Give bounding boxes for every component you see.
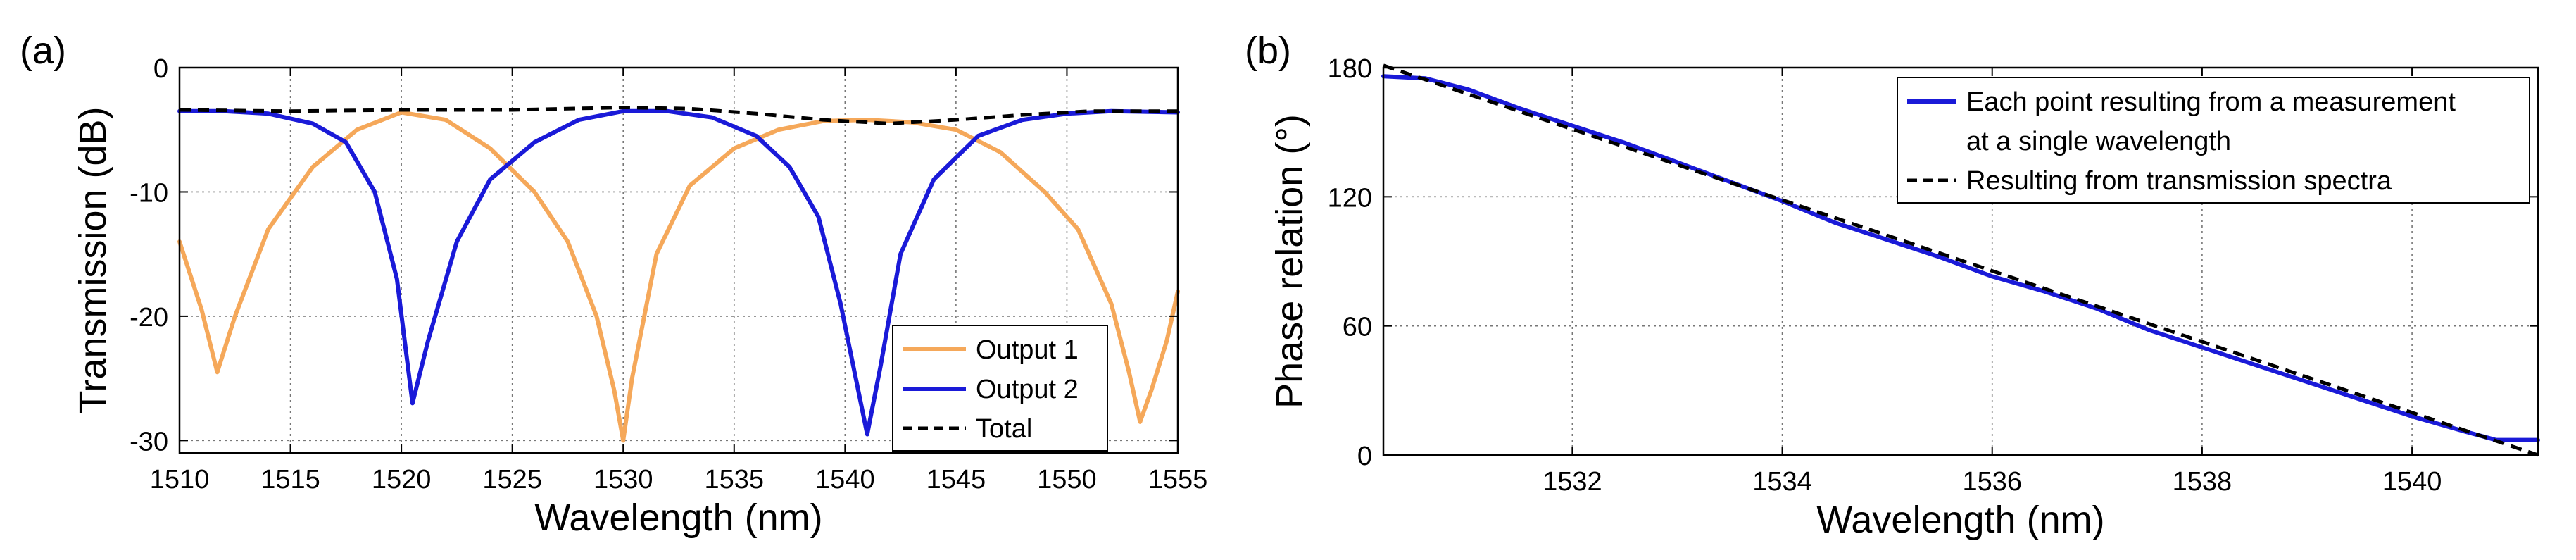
grid [180, 68, 1178, 453]
series-line-output-2 [177, 108, 1180, 437]
panel-label: (b) [1245, 30, 1291, 72]
series-line-resulting-from-transmission-spectra [1383, 63, 2539, 457]
x-tick-label: 1550 [1037, 465, 1097, 494]
grid [1383, 68, 2538, 455]
y-tick-label: 180 [1328, 54, 1372, 84]
legend-label: Total [976, 414, 1032, 444]
x-tick-label: 1515 [260, 465, 320, 494]
x-tick-label: 1525 [482, 465, 542, 494]
x-axis-label: Wavelength (nm) [534, 497, 822, 539]
legend: Output 1 Output 2 Total [892, 325, 1108, 452]
x-tick-label: 1535 [705, 465, 765, 494]
legend: Each point resulting from a measurement a… [1897, 77, 2530, 204]
chart-phase-relation: (b) 1532 1534 1536 1538 1540 0 60 120 180 Waveleng… [1245, 30, 2540, 541]
x-tick-label: 1540 [2382, 467, 2442, 497]
x-axis-label: Wavelength (nm) [1816, 499, 2104, 541]
x-tick-label: 1532 [1543, 467, 1602, 497]
chart-transmission: (a) 1510 1515 1520 1525 1530 1535 1540 1545 1550 1… [20, 30, 1208, 539]
y-tick-label: 60 [1343, 313, 1372, 342]
x-tick-label: 1510 [150, 465, 210, 494]
x-tick-label: 1536 [1962, 467, 2022, 497]
y-tick-label: -30 [130, 427, 168, 456]
x-tick-label: 1534 [1752, 467, 1812, 497]
y-axis-label: Transmission (dB) [72, 106, 114, 413]
legend-label: Resulting from transmission spectra [1966, 166, 2392, 196]
y-tick-label: 0 [1357, 442, 1372, 471]
panel-a: (a) 1510 1515 1520 1525 1530 1535 1540 1545 1550 1… [0, 0, 1225, 560]
x-tick-label: 1538 [2173, 467, 2232, 497]
x-tick-label: 1555 [1148, 465, 1208, 494]
x-tick-label: 1545 [926, 465, 986, 494]
x-tick-label: 1540 [815, 465, 875, 494]
series-line-each-point-resulting-from-a-measurement- [1381, 74, 2540, 442]
y-tick-label: -20 [130, 303, 168, 332]
plot-area-frame [1382, 66, 2539, 456]
x-tick-label: 1530 [593, 465, 653, 494]
legend-label: Output 2 [976, 375, 1079, 404]
legend-label: at a single wavelength [1966, 127, 2231, 156]
plot-area-frame [178, 66, 1179, 454]
series-line-total [179, 106, 1178, 125]
panel-label: (a) [20, 30, 66, 72]
legend-label: Each point resulting from a measurement [1966, 87, 2456, 117]
panel-b: (b) 1532 1534 1536 1538 1540 0 60 120 180 Waveleng… [1225, 0, 2576, 560]
y-tick-label: 0 [153, 54, 168, 84]
legend-label: Output 1 [976, 335, 1079, 365]
y-tick-label: -10 [130, 178, 168, 208]
y-tick-label: 120 [1328, 183, 1372, 213]
series-line-output-1 [177, 110, 1180, 443]
y-axis-label: Phase relation (°) [1269, 114, 1311, 409]
x-tick-label: 1520 [372, 465, 432, 494]
legend-box [1897, 77, 2530, 204]
